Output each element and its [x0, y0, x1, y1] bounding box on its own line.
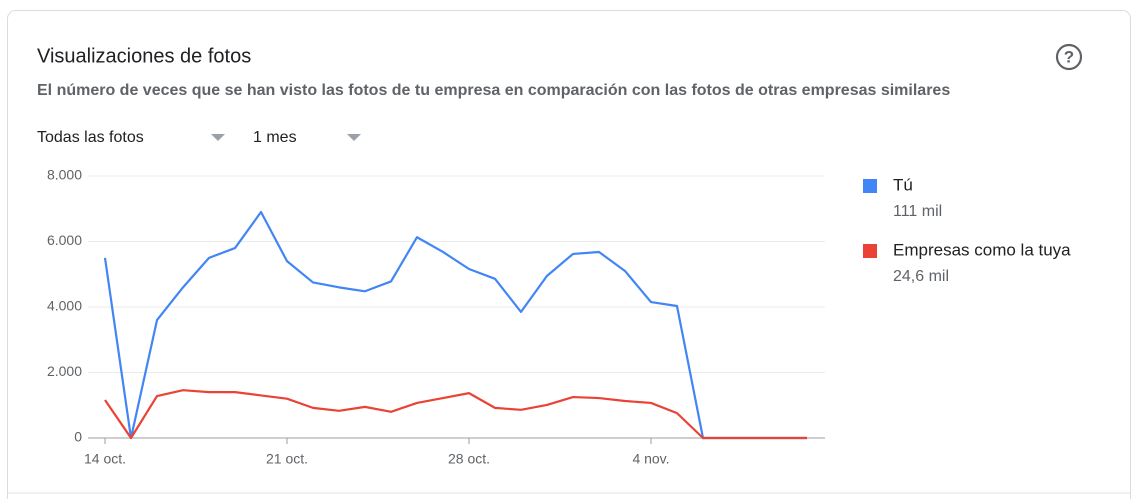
subtitle: El número de veces que se han visto las …	[37, 82, 950, 99]
y-tick-label: 4.000	[47, 298, 82, 314]
x-tick-label: 14 oct.	[84, 451, 126, 467]
legend-summary: 24,6 mil	[893, 268, 949, 285]
series-line	[104, 389, 807, 440]
legend-summary: 111 mil	[893, 203, 942, 220]
x-tick-label: 4 nov.	[632, 451, 669, 467]
dropdown-label: Todas las fotos	[37, 129, 144, 146]
dropdown-arrow	[347, 134, 361, 141]
help-icon[interactable]: ?	[1055, 43, 1083, 71]
legend-swatch	[863, 244, 877, 258]
y-tick-label: 0	[74, 429, 82, 445]
dropdown-label: 1 mes	[253, 129, 297, 146]
title: Visualizaciones de fotos	[37, 45, 251, 67]
series-line	[103, 210, 807, 440]
legend-label: Tú	[893, 175, 913, 194]
dropdown-arrow	[211, 134, 225, 141]
dropdown[interactable]: Todas las fotos	[37, 129, 225, 146]
legend-swatch	[863, 179, 877, 193]
y-tick-label: 8.000	[47, 167, 82, 183]
y-tick-label: 2.000	[47, 363, 82, 379]
x-tick-label: 21 oct.	[266, 451, 308, 467]
dropdown[interactable]: 1 mes	[253, 129, 361, 146]
svg-text:?: ?	[1064, 47, 1074, 66]
legend-label: Empresas como la tuya	[893, 240, 1071, 259]
x-tick-label: 28 oct.	[448, 451, 490, 467]
y-tick-label: 6.000	[47, 232, 82, 248]
